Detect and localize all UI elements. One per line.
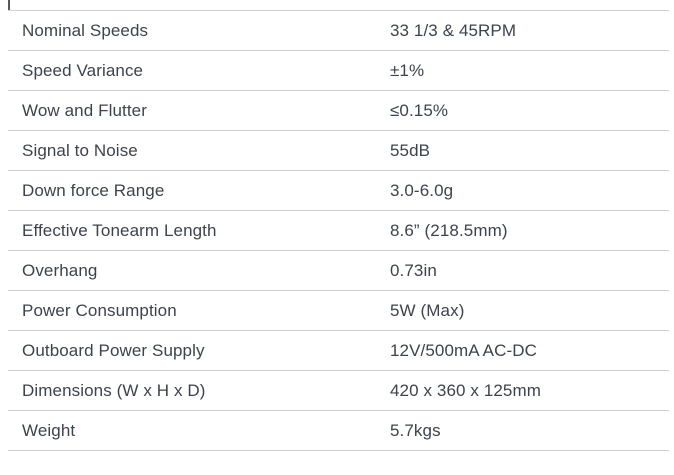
spec-value: ≤0.15% <box>390 100 449 120</box>
table-row: Signal to Noise 55dB <box>8 131 669 171</box>
left-border-fragment <box>8 0 10 10</box>
spec-label: Nominal Speeds <box>22 20 149 40</box>
spec-value: 5W (Max) <box>390 300 465 320</box>
spec-value: ±1% <box>390 60 425 80</box>
spec-label: Power Consumption <box>22 300 177 320</box>
spec-label: Signal to Noise <box>22 140 138 160</box>
table-row: Speed Variance ±1% <box>8 51 669 91</box>
table-row: Overhang 0.73in <box>8 251 669 291</box>
spec-value: 0.73in <box>390 260 437 280</box>
specifications-table: Nominal Speeds 33 1/3 & 45RPM Speed Vari… <box>8 10 669 451</box>
table-row: Nominal Speeds 33 1/3 & 45RPM <box>8 11 669 51</box>
spec-value: 3.0-6.0g <box>390 180 454 200</box>
spec-label: Down force Range <box>22 180 165 200</box>
spec-label: Speed Variance <box>22 60 144 80</box>
spec-label: Wow and Flutter <box>22 100 147 120</box>
spec-value: 55dB <box>390 140 431 160</box>
table-row: Down force Range 3.0-6.0g <box>8 171 669 211</box>
spec-value: 420 x 360 x 125mm <box>390 380 542 400</box>
table-row: Wow and Flutter ≤0.15% <box>8 91 669 131</box>
table-row: Power Consumption 5W (Max) <box>8 291 669 331</box>
spec-value: 33 1/3 & 45RPM <box>390 20 517 40</box>
spec-label: Outboard Power Supply <box>22 340 205 360</box>
table-row: Dimensions (W x H x D) 420 x 360 x 125mm <box>8 371 669 411</box>
spec-value: 12V/500mA AC-DC <box>390 340 538 360</box>
spec-value: 8.6” (218.5mm) <box>390 220 508 240</box>
spec-label: Dimensions (W x H x D) <box>22 380 206 400</box>
spec-label: Weight <box>22 420 76 440</box>
table-row: Outboard Power Supply 12V/500mA AC-DC <box>8 331 669 371</box>
spec-value: 5.7kgs <box>390 420 441 440</box>
spec-label: Overhang <box>22 260 98 280</box>
table-row: Effective Tonearm Length 8.6” (218.5mm) <box>8 211 669 251</box>
spec-label: Effective Tonearm Length <box>22 220 217 240</box>
table-row: Weight 5.7kgs <box>8 411 669 451</box>
